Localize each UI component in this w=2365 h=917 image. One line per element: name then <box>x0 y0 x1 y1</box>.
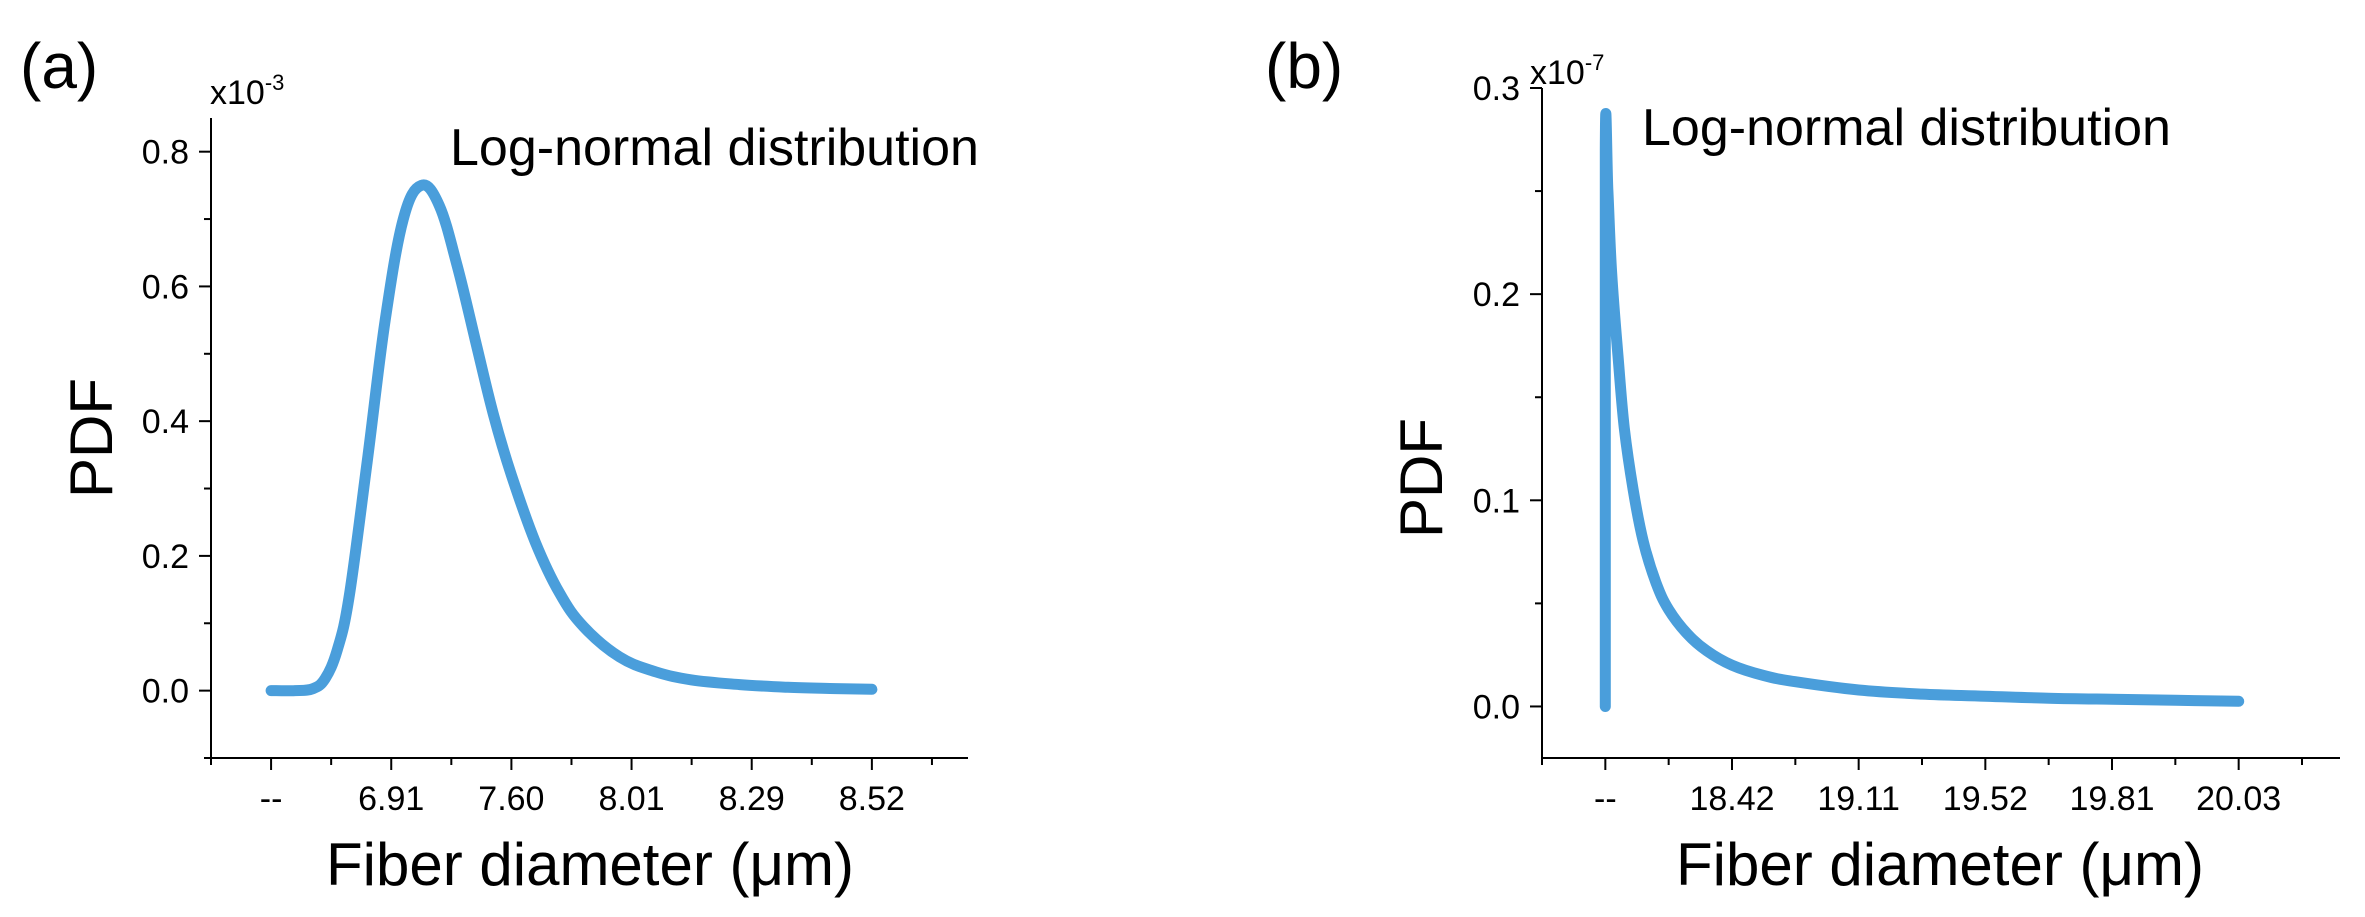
y-ticks: 0.0 0.2 0.4 0.6 0.8 <box>142 134 211 759</box>
y-tick-label: 0.2 <box>1473 276 1520 314</box>
y-tick-label: 0.6 <box>142 268 189 306</box>
x-tick-label: -- <box>1594 780 1617 818</box>
pdf-curve <box>1599 108 2245 712</box>
y-tick-label: 0.2 <box>142 538 189 576</box>
y-axis-title: PDF <box>1388 418 1455 538</box>
panel-b: (b) x10-7 Log-normal distribution 0.0 0.1… <box>1265 30 2340 898</box>
x-tick-label: 8.52 <box>839 780 905 818</box>
y-ticks: 0.0 0.1 0.2 0.3 <box>1473 70 1542 726</box>
y-multiplier: x10-7 <box>1530 50 1604 92</box>
x-tick-label: 18.42 <box>1689 780 1774 818</box>
x-tick-label: 8.01 <box>598 780 664 818</box>
panel-label: (b) <box>1265 30 1343 102</box>
y-axis-title: PDF <box>58 378 125 498</box>
x-tick-label: 20.03 <box>2196 780 2281 818</box>
chart-title: Log-normal distribution <box>450 119 979 177</box>
x-ticks: -- 18.42 19.11 19.52 19.81 20.03 <box>1541 758 2303 818</box>
x-tick-label: 19.81 <box>2069 780 2154 818</box>
y-multiplier: x10-3 <box>210 70 284 112</box>
y-tick-label: 0.0 <box>1473 688 1520 726</box>
x-tick-label: 19.11 <box>1817 780 1900 818</box>
x-ticks: -- 6.91 7.60 8.01 8.29 8.52 <box>210 758 933 818</box>
x-axis-title: Fiber diameter (μm) <box>326 831 854 898</box>
y-tick-label: 0.4 <box>142 403 189 441</box>
chart-title: Log-normal distribution <box>1642 99 2171 157</box>
y-tick-label: 0.0 <box>142 673 189 711</box>
panel-a: (a) x10-3 Log-normal distribution 0.0 0.2… <box>20 30 979 898</box>
x-tick-label: 7.60 <box>478 780 544 818</box>
y-tick-label: 0.3 <box>1473 70 1520 108</box>
pdf-curve <box>265 179 878 697</box>
x-tick-label: 19.52 <box>1943 780 2028 818</box>
y-tick-label: 0.8 <box>142 134 189 172</box>
y-tick-label: 0.1 <box>1473 482 1520 520</box>
panel-label: (a) <box>20 30 98 102</box>
x-axis-title: Fiber diameter (μm) <box>1676 831 2204 898</box>
x-tick-label: 8.29 <box>719 780 785 818</box>
x-tick-label: -- <box>260 780 283 818</box>
x-tick-label: 6.91 <box>358 780 424 818</box>
